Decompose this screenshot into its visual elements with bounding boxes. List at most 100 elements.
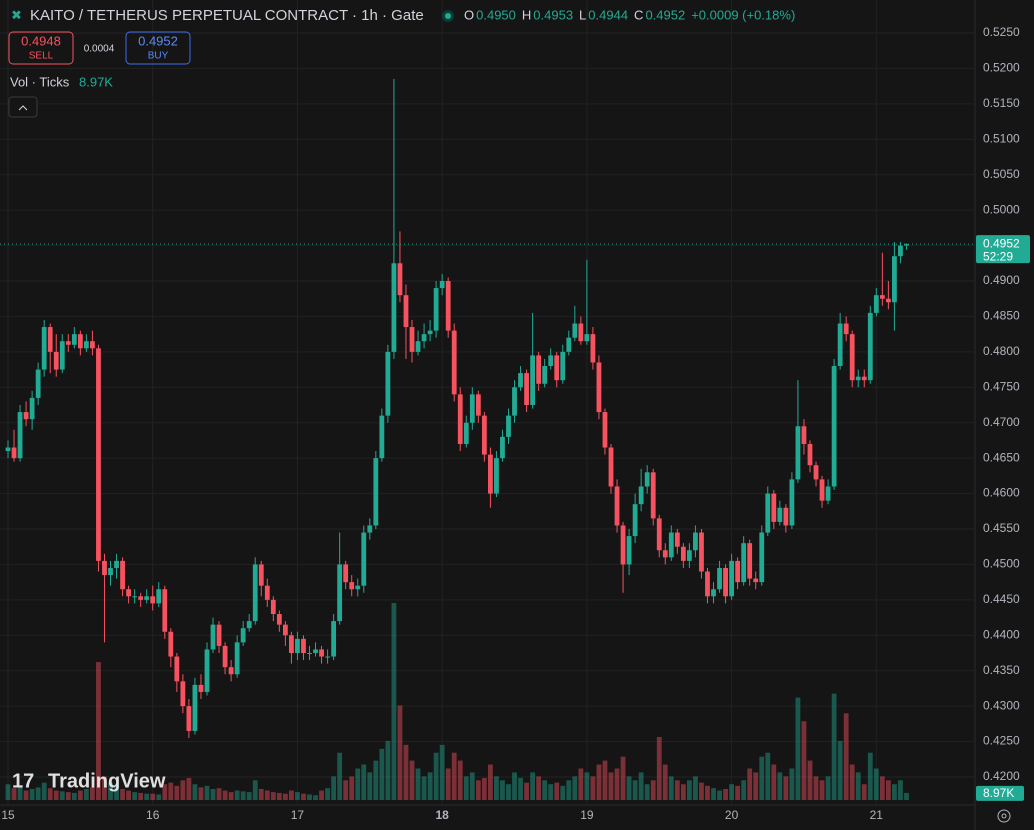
- candle-body: [729, 560, 734, 597]
- y-tick-label: 0.4650: [983, 450, 1020, 464]
- candle-body: [325, 656, 330, 658]
- candle-body: [578, 323, 584, 342]
- volume-bar: [11, 788, 17, 800]
- volume-bar: [319, 790, 324, 800]
- volume-bar: [614, 768, 620, 800]
- candle-body: [542, 366, 548, 384]
- volume-bar: [216, 788, 222, 800]
- y-tick-label: 0.4550: [983, 521, 1020, 535]
- volume-bar: [71, 792, 77, 800]
- volume-bar: [23, 790, 29, 800]
- volume-bar: [65, 792, 71, 800]
- volume-bar: [825, 776, 831, 800]
- volume-bar: [234, 790, 240, 800]
- volume-bar: [108, 782, 113, 800]
- candle-body: [837, 323, 843, 367]
- volume-bar: [252, 780, 258, 800]
- volume-bar: [530, 772, 536, 800]
- volume-bar: [343, 780, 349, 800]
- candle-body: [898, 245, 903, 257]
- logo-mark: 17: [12, 770, 34, 792]
- chart-title[interactable]: KAITO / TETHERUS PERPETUAL CONTRACT · 1h…: [30, 7, 424, 24]
- candle-body: [313, 649, 318, 653]
- candle-body: [5, 447, 11, 452]
- volume-legend-label: Vol · Ticks: [10, 74, 70, 89]
- settings-icon[interactable]: [997, 809, 1011, 823]
- candle-body: [584, 334, 590, 342]
- sell-button[interactable]: [8, 31, 74, 65]
- candle-body: [711, 589, 716, 597]
- volume-bar: [373, 760, 379, 800]
- volume-bar: [325, 788, 330, 800]
- y-tick-label: 0.4200: [983, 769, 1020, 783]
- volume-bar: [819, 780, 825, 800]
- candle-body: [644, 472, 650, 487]
- volume-bar: [59, 791, 65, 800]
- candle-body: [391, 263, 397, 352]
- volume-bar: [427, 772, 433, 800]
- volume-bar: [693, 776, 698, 800]
- volume-bar: [795, 697, 801, 800]
- candle-body: [11, 447, 17, 459]
- candle-body: [156, 589, 162, 604]
- candle-body: [355, 585, 361, 590]
- volume-bar: [747, 768, 753, 800]
- candle-body: [457, 394, 463, 444]
- volume-bar: [228, 792, 234, 800]
- volume-bar: [53, 790, 59, 800]
- volume-bar: [759, 756, 765, 800]
- x-tick-label: 19: [580, 808, 594, 822]
- candle-body: [620, 525, 626, 565]
- volume-bar: [572, 776, 578, 800]
- volume-bar: [186, 777, 192, 800]
- volume-bar: [512, 772, 517, 800]
- sell-price: 0.4948: [21, 33, 61, 48]
- candle-body: [228, 667, 234, 675]
- volume-bar: [264, 790, 270, 800]
- volume-bar: [379, 748, 385, 800]
- volume-bar: [590, 776, 596, 800]
- candle-body: [699, 532, 704, 572]
- candle-body: [494, 458, 499, 494]
- candle-body: [759, 532, 765, 583]
- volume-legend-value: 8.97K: [79, 74, 113, 89]
- collapse-button[interactable]: [8, 96, 38, 118]
- candle-body: [222, 645, 228, 668]
- volume-bar: [349, 776, 355, 800]
- candle-body: [361, 532, 367, 586]
- candle-body: [693, 532, 698, 551]
- volume-bar: [331, 776, 337, 800]
- y-tick-label: 0.4250: [983, 734, 1020, 748]
- volume-bar: [735, 785, 741, 800]
- candle-body: [741, 543, 747, 583]
- candle-body: [747, 543, 753, 579]
- candle-body: [108, 567, 113, 576]
- volume-bar: [584, 772, 590, 800]
- volume-bar: [904, 792, 909, 800]
- volume-bar: [433, 752, 439, 800]
- buy-button[interactable]: [125, 31, 191, 65]
- volume-bar: [801, 721, 807, 800]
- volume-bar: [83, 788, 89, 800]
- candle-body: [234, 642, 240, 675]
- y-tick-label: 0.4350: [983, 663, 1020, 677]
- y-tick-label: 0.4900: [983, 273, 1020, 287]
- volume-bar: [313, 795, 318, 800]
- volume-bar: [813, 776, 819, 800]
- volume-bar: [102, 776, 107, 800]
- candle-body: [96, 348, 101, 561]
- volume-bar: [282, 793, 288, 800]
- candle-body: [120, 560, 125, 590]
- volume-bar: [156, 794, 162, 800]
- candle-body: [813, 465, 819, 480]
- candle-body: [138, 596, 144, 600]
- candle-body: [680, 546, 686, 561]
- candle-body: [861, 376, 867, 381]
- ohlc-key: O: [464, 7, 474, 22]
- volume-bar: [77, 790, 83, 800]
- x-tick-label: 17: [291, 808, 305, 822]
- candle-body: [35, 369, 41, 398]
- candle-body: [723, 567, 728, 597]
- candle-body: [301, 638, 306, 653]
